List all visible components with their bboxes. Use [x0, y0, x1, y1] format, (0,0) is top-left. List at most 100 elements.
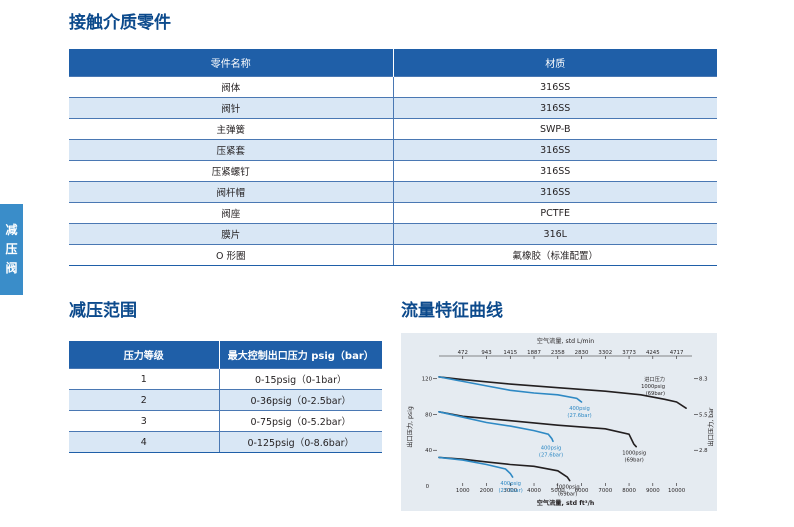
part-name: 主弹簧 [69, 118, 393, 140]
table-row: O 形圈 氟橡胶（标准配置） [69, 244, 717, 266]
flow-section-title: 流量特征曲线 [401, 301, 503, 321]
part-name: 阀体 [69, 76, 393, 98]
y-axis-tick-label: 120 [422, 377, 433, 383]
series-line [438, 376, 687, 409]
right-axis-title: 出口压力, bar [707, 407, 715, 446]
range-section-title: 减压范围 [69, 301, 137, 321]
series-line [438, 411, 637, 448]
series-label: 1000psig [556, 485, 580, 491]
series-label: (69bar) [558, 492, 577, 498]
range-header-max-pressure: 最大控制出口压力 psig（bar） [218, 341, 382, 369]
part-name: 压紧套 [69, 139, 393, 161]
legend-title: 进口压力 [644, 375, 665, 383]
range-level: 4 [69, 431, 219, 453]
top-axis-tick-label: 4245 [646, 350, 660, 356]
range-level: 1 [69, 368, 219, 390]
x-axis-tick-label: 10000 [668, 488, 686, 494]
top-axis-tick-label: 2358 [551, 350, 565, 356]
series-line [438, 411, 554, 443]
range-level: 2 [69, 389, 219, 411]
top-axis-tick-label: 1415 [503, 350, 517, 356]
series-label: (69bar) [625, 458, 644, 464]
x-axis-tick-label: 1000 [456, 488, 470, 494]
pressure-range-table: 压力等级 最大控制出口压力 psig（bar） 1 0-15psig（0-1bar… [69, 341, 382, 453]
parts-header-material: 材质 [392, 49, 717, 77]
table-row: 主弹簧 SWP-B [69, 118, 717, 140]
x-axis-tick-label: 8000 [622, 488, 636, 494]
x-axis-tick-label: 4000 [527, 488, 541, 494]
series-label: 400psig [569, 406, 590, 412]
part-material: 316SS [392, 76, 717, 98]
top-axis-tick-label: 4717 [670, 350, 684, 356]
table-row: 1 0-15psig（0-1bar） [69, 368, 382, 390]
series-line [438, 456, 571, 482]
top-axis-tick-label: 943 [481, 350, 491, 356]
side-tab-char: 压 [5, 242, 18, 256]
parts-header-name: 零件名称 [69, 49, 393, 77]
x-axis-tick-label: 5000 [551, 488, 565, 494]
part-material: PCTFE [392, 202, 717, 224]
table-row: 压紧螺钉 316SS [69, 160, 717, 182]
side-category-tab: 减 压 阀 [0, 204, 23, 295]
range-max-pressure: 0-15psig（0-1bar） [218, 368, 382, 390]
part-material: SWP-B [392, 118, 717, 140]
table-row: 3 0-75psig（0-5.2bar） [69, 410, 382, 432]
part-name: 压紧螺钉 [69, 160, 393, 182]
top-axis-tick-label: 3773 [622, 350, 636, 356]
part-name: O 形圈 [69, 244, 393, 266]
x-axis-title: 空气流量, std ft³/h [537, 499, 595, 507]
table-row: 膜片 316L [69, 223, 717, 245]
table-row: 阀针 316SS [69, 97, 717, 119]
x-axis-tick-label: 2000 [480, 488, 494, 494]
parts-section-title: 接触介质零件 [69, 13, 171, 33]
side-tab-char: 阀 [5, 261, 18, 275]
range-header-level: 压力等级 [69, 341, 219, 369]
right-axis-tick-label: 5.5 [699, 412, 708, 418]
top-axis-tick-label: 3302 [598, 350, 612, 356]
x-axis-tick-label: 3000 [503, 488, 517, 494]
range-max-pressure: 0-36psig（0-2.5bar） [218, 389, 382, 411]
part-name: 阀针 [69, 97, 393, 119]
table-row: 压紧套 316SS [69, 139, 717, 161]
part-name: 膜片 [69, 223, 393, 245]
x-axis-tick-label: 7000 [598, 488, 612, 494]
top-axis-tick-label: 1887 [527, 350, 541, 356]
series-label: (27.6bar) [539, 452, 563, 458]
series-line [438, 376, 583, 403]
part-material: 316SS [392, 181, 717, 203]
top-axis-tick-label: 472 [458, 350, 468, 356]
y-axis-tick-label: 80 [425, 412, 432, 418]
range-level: 3 [69, 410, 219, 432]
x-axis-origin-label: 0 [426, 484, 430, 490]
range-max-pressure: 0-75psig（0-5.2bar） [218, 410, 382, 432]
table-row: 阀杆帽 316SS [69, 181, 717, 203]
x-axis-tick-label: 9000 [646, 488, 660, 494]
flow-characteristic-chart: 空气流量, std L/min 472 943 1415 1887 2358 2830 330… [406, 337, 715, 507]
table-row: 阀座 PCTFE [69, 202, 717, 224]
top-axis-title: 空气流量, std L/min [537, 337, 595, 345]
series-label: 400psig [500, 481, 521, 487]
y-axis-tick-label: 40 [425, 448, 432, 454]
x-axis-tick-label: 6000 [575, 488, 589, 494]
flow-chart-background [401, 333, 717, 511]
table-row: 2 0-36psig（0-2.5bar） [69, 389, 382, 411]
part-material: 氟橡胶（标准配置） [392, 244, 717, 266]
series-label: 1000psig [622, 451, 646, 457]
right-axis-tick-label: 2.8 [699, 448, 708, 454]
range-max-pressure: 0-125psig（0-8.6bar） [218, 431, 382, 453]
parts-table: 零件名称 材质 阀体 316SS 阀针 316SS 主弹簧 SWP-B 压紧套 316S… [69, 49, 717, 266]
part-material: 316L [392, 223, 717, 245]
part-name: 阀座 [69, 202, 393, 224]
series-label: 400psig [541, 445, 562, 451]
y-axis-title: 出口压力, psig [406, 406, 414, 448]
table-row: 4 0-125psig（0-8.6bar） [69, 431, 382, 453]
top-axis-tick-label: 2830 [575, 350, 589, 356]
series-label: (27.6bar) [567, 413, 591, 419]
series-label: (27.6bar) [499, 488, 523, 494]
table-row: 阀体 316SS [69, 76, 717, 98]
right-axis-tick-label: 8.3 [699, 377, 708, 383]
part-material: 316SS [392, 97, 717, 119]
part-name: 阀杆帽 [69, 181, 393, 203]
legend-entry: (69bar) [646, 391, 665, 397]
legend-entry: 1000psig [641, 384, 665, 390]
